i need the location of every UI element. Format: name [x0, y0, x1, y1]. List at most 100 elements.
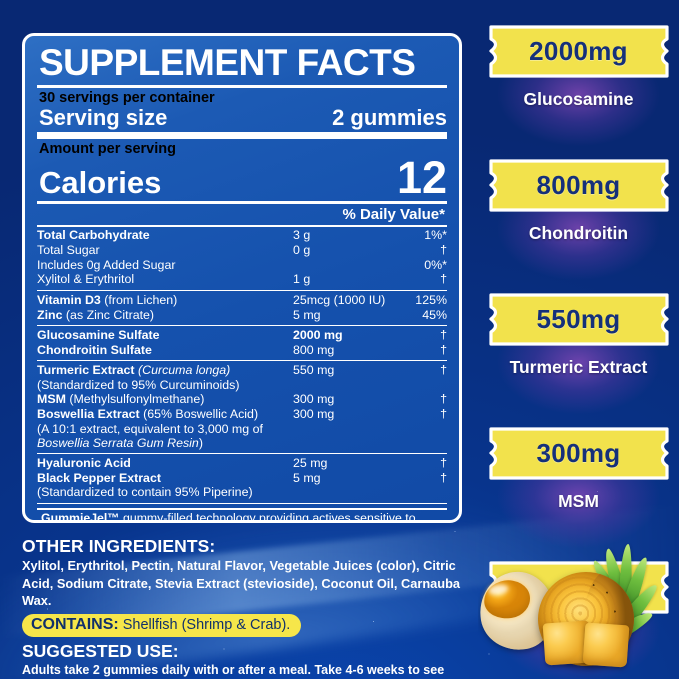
nutrient-amount: 5 mg — [293, 470, 321, 485]
contains-label: CONTAINS: — [31, 615, 119, 633]
table-row: Vitamin D3 (from Lichen) 25mcg (1000 IU) 1… — [37, 293, 447, 308]
nutrient-name: Glucosamine Sulfate — [37, 327, 160, 342]
nutrient-daily-value: † — [440, 470, 447, 485]
badge-ribbon: 800mg — [488, 158, 670, 213]
pineapple-image — [534, 543, 661, 668]
ribbon-shape-icon — [488, 293, 669, 346]
badge-label: MSM — [558, 491, 599, 511]
ingredient-badge: 800mg Chondroitin — [478, 158, 679, 244]
suggested-use-body: Adults take 2 gummies daily with or afte… — [22, 662, 445, 677]
table-row: Zinc (as Zinc Citrate) 5 mg 45% — [37, 308, 447, 323]
table-row: Hyaluronic Acid 25 mg † — [37, 456, 447, 471]
nutrient-amount: 550 mg — [293, 362, 335, 377]
badge-ribbon: 300mg — [488, 426, 670, 481]
nutrient-name: (Standardized to contain 95% Piperine) — [37, 485, 253, 500]
nutrient-daily-value: 1%* — [424, 228, 447, 243]
nutrient-daily-value: 45% — [422, 307, 447, 322]
ingredient-badge: 550mg Turmeric Extract — [478, 292, 679, 378]
nutrient-name: Total Carbohydrate — [37, 228, 150, 243]
nutrient-daily-value — [389, 378, 447, 393]
nutrient-name: Hyaluronic Acid — [37, 455, 131, 470]
nutrient-name: Chondroitin Sulfate — [37, 342, 152, 357]
table-row: Black Pepper Extract 5 mg † — [37, 471, 447, 486]
table-row: Turmeric Extract (Curcuma longa) 550 mg † — [37, 363, 447, 378]
ingredient-badge: 300mg MSM — [478, 426, 679, 512]
ingredient-badge: 2000mg Glucosamine — [478, 24, 679, 110]
contains-value: Shellfish (Shrimp & Crab). — [118, 616, 291, 633]
badge-ribbon: 550mg — [488, 292, 670, 347]
ribbon-shape-icon — [488, 25, 669, 78]
nutrient-name: MSM (Methylsulfonylmethane) — [37, 392, 205, 407]
calories-value: 12 — [396, 152, 447, 203]
table-divider — [37, 451, 447, 457]
divider — [37, 85, 447, 88]
table-row: Total Sugar 0 g † — [37, 243, 447, 258]
nutrient-daily-value: † — [440, 407, 447, 422]
nutrient-name: Includes 0g Added Sugar — [37, 257, 176, 272]
nutrient-daily-value: † — [440, 455, 447, 470]
nutrient-daily-value: † — [440, 272, 447, 287]
nutrient-daily-value: † — [440, 242, 447, 257]
gummiejel-brand: GummieJel™ — [41, 510, 120, 523]
nutrient-name: (A 10:1 extract, equivalent to 3,000 mg … — [37, 421, 263, 450]
servings-per-container: 30 servings per container — [39, 90, 215, 106]
daily-value-header: % Daily Value* — [342, 206, 445, 223]
table-row: (Standardized to 95% Curcuminoids) — [37, 378, 447, 393]
badge-label: Glucosamine — [523, 89, 634, 109]
badge-label: Chondroitin — [528, 223, 629, 243]
table-divider — [37, 501, 447, 507]
table-divider — [37, 323, 447, 329]
table-row: (Standardized to contain 95% Piperine) — [37, 486, 447, 501]
nutrient-daily-value: † — [440, 327, 447, 342]
suggested-use-heading: SUGGESTED USE: — [22, 640, 179, 661]
nutrient-amount: 3 g — [293, 228, 311, 243]
gummiejel-text: gummy-filled technology providing active… — [123, 510, 416, 523]
other-ingredients-heading: OTHER INGREDIENTS: — [22, 536, 216, 556]
table-divider — [37, 288, 447, 294]
nutrient-daily-value: † — [440, 362, 447, 377]
nutrient-amount — [293, 258, 389, 273]
pineapple-wedge — [582, 622, 630, 668]
nutrient-amount: 300 mg — [293, 392, 335, 407]
nutrient-amount: 2000 mg — [293, 327, 343, 342]
serving-size-label: Serving size — [39, 105, 168, 130]
nutrient-amount — [293, 486, 389, 501]
nutrient-daily-value — [389, 422, 447, 450]
table-row: Glucosamine Sulfate 2000 mg † — [37, 328, 447, 343]
nutrient-amount: 1 g — [293, 272, 311, 287]
badge-ribbon: 2000mg — [488, 24, 670, 79]
calories-label: Calories — [39, 165, 162, 200]
nutrient-name: Xylitol & Erythritol — [37, 272, 135, 287]
nutrient-daily-value: † — [440, 392, 447, 407]
nutrient-amount: 25mcg (1000 IU) — [293, 292, 386, 307]
nutrients-table: Total Carbohydrate 3 g 1%* Total Sugar 0 g † I… — [37, 228, 447, 507]
nutrient-name: Vitamin D3 (from Lichen) — [37, 292, 178, 307]
table-row: Xylitol & Erythritol 1 g † — [37, 273, 447, 288]
product-imagery — [478, 540, 679, 679]
nutrient-daily-value: 0%* — [424, 257, 447, 272]
ribbon-shape-icon — [488, 427, 669, 480]
table-divider — [37, 358, 447, 364]
gummiejel-note: GummieJel™ gummy-filled technology provi… — [37, 510, 447, 523]
amount-per-serving-label: Amount per serving — [39, 141, 176, 157]
nutrient-name: Boswellia Extract (65% Boswellic Acid) — [37, 407, 259, 422]
divider — [37, 201, 447, 204]
badge-amount: 2000mg — [529, 36, 628, 66]
nutrient-amount — [293, 378, 389, 393]
serving-size-value: 2 gummies — [332, 105, 447, 130]
table-row: Includes 0g Added Sugar 0%* — [37, 258, 447, 273]
nutrient-amount: 5 mg — [293, 307, 321, 322]
table-row: Chondroitin Sulfate 800 mg † — [37, 343, 447, 358]
divider-thin — [37, 225, 447, 227]
table-row: (A 10:1 extract, equivalent to 3,000 mg … — [37, 422, 447, 450]
nutrient-name: Total Sugar — [37, 242, 100, 257]
nutrient-amount — [293, 422, 389, 450]
nutrient-name: Black Pepper Extract — [37, 470, 161, 485]
table-row: MSM (Methylsulfonylmethane) 300 mg † — [37, 393, 447, 408]
other-ingredients-body: Xylitol, Erythritol, Pectin, Natural Fla… — [22, 558, 461, 608]
divider-thin — [37, 508, 447, 510]
table-row: Boswellia Extract (65% Boswellic Acid) 30… — [37, 407, 447, 423]
nutrient-name: (Standardized to 95% Curcuminoids) — [37, 377, 240, 392]
calories-row: Calories 12 — [39, 152, 447, 203]
